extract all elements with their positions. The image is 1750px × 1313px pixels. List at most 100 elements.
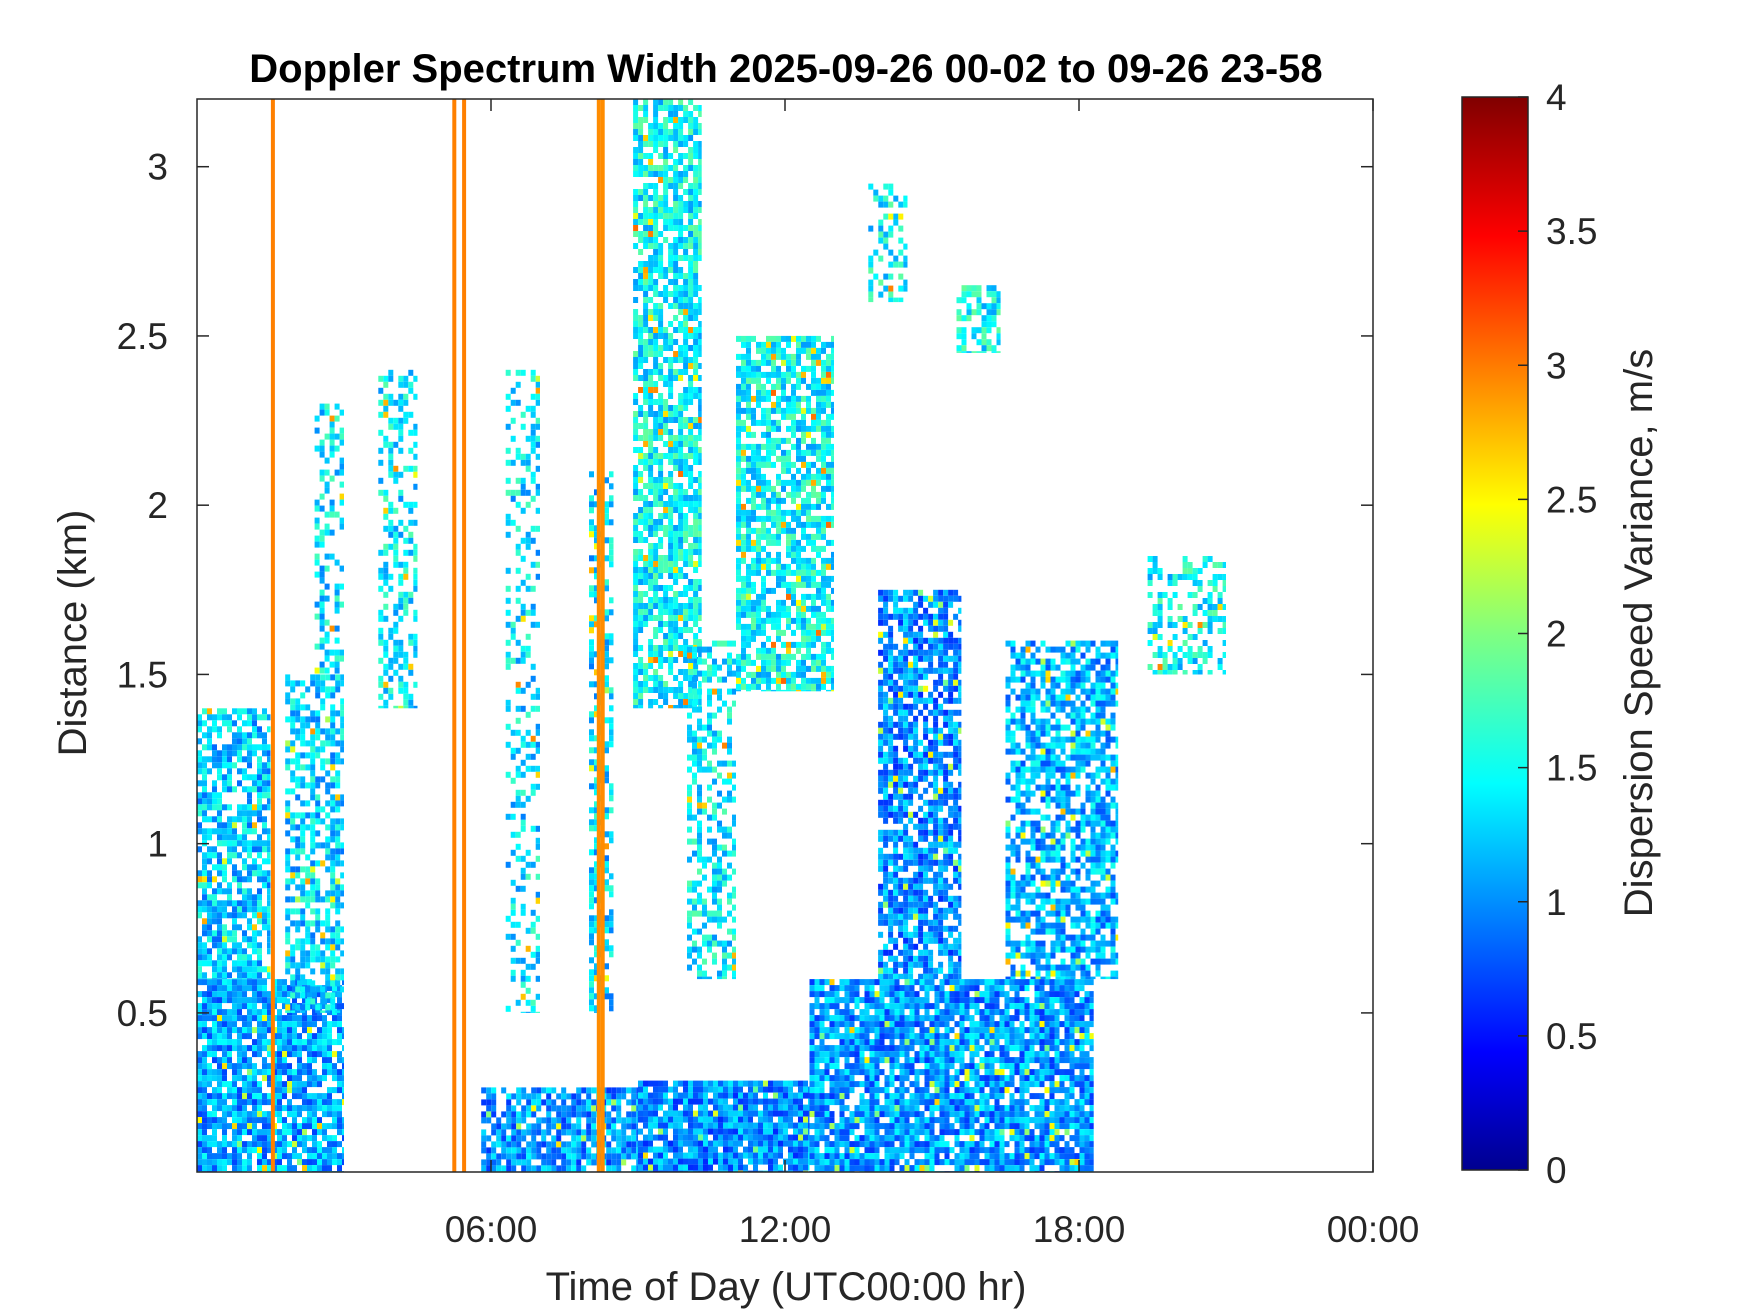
heatmap-cell: [741, 605, 746, 612]
heatmap-cell: [611, 1105, 617, 1112]
heatmap-cell: [322, 1123, 327, 1130]
heatmap-cell: [340, 848, 344, 855]
heatmap-cell: [698, 603, 702, 609]
heatmap-cell: [733, 1122, 738, 1129]
heatmap-cell: [673, 447, 679, 453]
heatmap-cell: [648, 639, 654, 645]
heatmap-cell: [212, 1165, 217, 1172]
heatmap-cell: [530, 435, 536, 442]
heatmap-cell: [317, 1075, 322, 1082]
heatmap-cell: [589, 783, 594, 790]
heatmap-cell: [687, 964, 692, 971]
heatmap-cell: [290, 878, 296, 885]
heatmap-cell: [413, 429, 418, 436]
heatmap-cell: [300, 920, 306, 927]
heatmap-cell: [626, 1111, 632, 1118]
heatmap-cell: [673, 135, 679, 141]
heatmap-cell: [683, 171, 689, 177]
heatmap-cell: [783, 1116, 788, 1123]
heatmap-cell: [653, 291, 659, 297]
heatmap-cell: [698, 333, 702, 339]
heatmap-cell: [732, 958, 736, 965]
heatmap-cell: [693, 1158, 698, 1165]
heatmap-region-surface-layer-6-9h: [481, 1087, 638, 1172]
heatmap-cell: [340, 986, 344, 993]
heatmap-cell: [217, 750, 222, 757]
heatmap-cell: [703, 1134, 708, 1141]
heatmap-cell: [287, 1015, 292, 1022]
heatmap-cell: [736, 395, 741, 402]
heatmap-cell: [237, 1147, 242, 1154]
heatmap-cell: [591, 1117, 597, 1124]
heatmap-cell: [319, 577, 325, 584]
heatmap-cell: [285, 740, 291, 747]
heatmap-cell: [510, 495, 516, 502]
heatmap-cell: [687, 886, 692, 893]
heatmap-cell: [733, 1140, 738, 1147]
heatmap-cell: [212, 1015, 217, 1022]
heatmap-cell: [697, 790, 702, 797]
heatmap-cell: [643, 213, 649, 219]
heatmap-cell: [697, 706, 702, 713]
heatmap-cell: [643, 339, 649, 345]
heatmap-cell: [535, 423, 540, 430]
heatmap-cell: [633, 399, 639, 405]
heatmap-cell: [688, 543, 694, 549]
heatmap-cell: [653, 147, 659, 153]
heatmap-cell: [687, 754, 692, 761]
heatmap-cell: [197, 762, 202, 769]
heatmap-cell: [736, 509, 741, 516]
heatmap-cell: [692, 748, 697, 755]
heatmap-cell: [658, 201, 664, 207]
heatmap-cell: [693, 579, 699, 585]
heatmap-cell: [247, 1069, 252, 1076]
heatmap-cell: [247, 942, 252, 949]
heatmap-cell: [342, 1159, 344, 1166]
heatmap-cell: [305, 800, 311, 807]
heatmap-cell: [282, 1165, 287, 1172]
heatmap-cell: [688, 183, 694, 189]
heatmap-cell: [327, 1159, 332, 1166]
heatmap-cell: [516, 1159, 522, 1166]
heatmap-cell: [315, 878, 321, 885]
heatmap-cell: [335, 968, 341, 975]
heatmap-cell: [262, 1069, 267, 1076]
heatmap-cell: [743, 1134, 748, 1141]
heatmap-region-plume-9-10h: [633, 99, 702, 709]
heatmap-cell: [693, 1098, 698, 1105]
heatmap-cell: [673, 201, 679, 207]
heatmap-cell: [322, 1075, 327, 1082]
heatmap-cell: [232, 1081, 237, 1088]
heatmap-cell: [530, 909, 536, 916]
heatmap-cell: [733, 1164, 738, 1171]
heatmap-cell: [197, 870, 202, 877]
heatmap-cell: [237, 1045, 242, 1052]
heatmap-cell: [631, 1153, 637, 1160]
heatmap-cell: [594, 573, 599, 580]
heatmap-cell: [594, 993, 599, 1000]
heatmap-cell: [803, 1134, 808, 1141]
heatmap-cell: [242, 708, 247, 715]
heatmap-cell: [591, 1123, 597, 1130]
heatmap-cell: [197, 1057, 202, 1064]
heatmap-cell: [707, 796, 712, 803]
heatmap-cell: [515, 597, 521, 604]
heatmap-cell: [413, 639, 418, 646]
heatmap-cell: [616, 1099, 622, 1106]
heatmap-cell: [703, 1158, 708, 1165]
heatmap-cell: [648, 399, 654, 405]
heatmap-cell: [319, 475, 325, 482]
heatmap-cell: [546, 1087, 552, 1094]
heatmap-cell: [315, 860, 321, 867]
heatmap-cell: [285, 800, 291, 807]
heatmap-cell: [335, 794, 341, 801]
heatmap-cell: [516, 1117, 522, 1124]
heatmap-cell: [516, 1147, 522, 1154]
heatmap-cell: [712, 808, 717, 815]
heatmap-cell: [728, 1134, 733, 1141]
heatmap-cell: [702, 808, 707, 815]
heatmap-cell: [267, 786, 271, 793]
heatmap-cell: [653, 345, 659, 351]
heatmap-cell: [282, 1123, 287, 1130]
heatmap-cell: [287, 1159, 292, 1166]
